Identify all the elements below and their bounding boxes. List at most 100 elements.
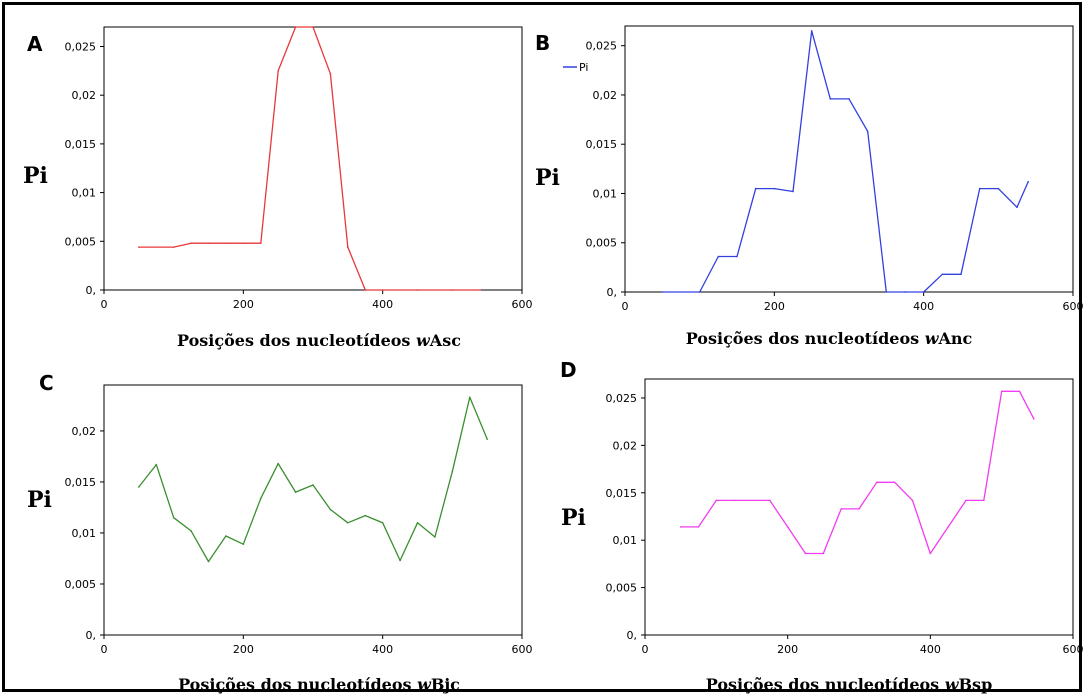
y-tick-label: 0,02 — [613, 439, 638, 452]
data-point — [1018, 390, 1021, 393]
data-point — [965, 499, 967, 502]
y-axis-label: Pi — [27, 487, 52, 513]
data-point — [698, 291, 701, 293]
panel-d: D Pi Posições dos nucleotídeos wBsp 0 200 400… — [560, 358, 1084, 694]
data-point — [751, 499, 753, 502]
y-tick-label: 0,005 — [65, 235, 97, 248]
data-point — [312, 484, 314, 486]
x-axis-label: Posições dos nucleotídeos wAsc — [177, 331, 461, 350]
plot-area — [103, 26, 523, 291]
data-point — [840, 508, 842, 510]
data-point — [960, 273, 962, 276]
data-point — [983, 499, 985, 502]
data-point — [277, 462, 279, 465]
data-point — [434, 536, 436, 538]
series-line — [662, 30, 1029, 293]
data-point — [792, 190, 794, 193]
data-point — [929, 552, 932, 555]
data-point — [329, 72, 332, 75]
data-point — [715, 499, 718, 502]
plot-area — [624, 25, 1074, 293]
y-tick-label: 0, — [607, 286, 618, 299]
y-tick-label: 0,005 — [65, 578, 97, 591]
data-point — [225, 535, 227, 537]
x-tick-label: 0 — [642, 643, 649, 656]
data-point — [1000, 390, 1003, 393]
data-point — [858, 508, 860, 510]
x-tick-label: 600 — [512, 298, 533, 311]
data-point — [786, 526, 789, 528]
data-point — [172, 246, 175, 248]
data-point — [736, 255, 738, 258]
panel-label: D — [560, 358, 577, 382]
data-point — [697, 526, 700, 528]
y-tick-label: 0,015 — [65, 138, 97, 151]
data-point — [810, 30, 813, 32]
data-point — [822, 552, 825, 555]
y-axis-label: Pi — [23, 163, 48, 189]
x-tick-label: 200 — [233, 643, 254, 656]
data-point — [312, 26, 314, 28]
y-tick-label: 0, — [86, 629, 97, 642]
plot-area — [103, 384, 523, 636]
y-tick-label: 0,015 — [586, 138, 618, 151]
panel-label: C — [39, 371, 54, 395]
data-point — [155, 463, 158, 466]
data-point — [242, 242, 245, 245]
data-point — [679, 526, 682, 528]
data-point — [922, 291, 925, 293]
x-tick-label: 0 — [622, 300, 629, 313]
data-point — [381, 289, 384, 291]
data-point — [259, 242, 262, 245]
data-point — [733, 499, 735, 502]
x-tick-label: 600 — [512, 643, 533, 656]
x-tick-label: 600 — [1063, 643, 1084, 656]
data-point — [773, 187, 776, 190]
data-point — [829, 98, 832, 100]
data-point — [242, 543, 245, 545]
data-point — [804, 552, 807, 555]
panel-a: A Pi Posições dos nucleotídeos wAsc 0 200 400… — [23, 26, 533, 350]
y-tick-label: 0,01 — [593, 187, 618, 200]
data-point — [941, 273, 944, 276]
x-tick-label: 400 — [920, 643, 941, 656]
data-point — [451, 470, 454, 473]
data-point — [225, 242, 227, 245]
data-point — [259, 497, 262, 500]
y-tick-label: 0,02 — [72, 89, 97, 102]
x-tick-label: 0 — [101, 298, 108, 311]
data-point — [347, 246, 349, 248]
data-point — [997, 187, 1000, 190]
data-point — [277, 70, 279, 72]
x-tick-label: 400 — [913, 300, 934, 313]
data-point — [190, 242, 192, 245]
data-point — [364, 289, 367, 291]
data-point — [911, 499, 914, 502]
x-tick-label: 400 — [372, 643, 393, 656]
y-tick-label: 0,015 — [606, 487, 638, 500]
y-tick-label: 0,025 — [65, 40, 97, 53]
data-point — [207, 242, 210, 245]
data-point — [848, 98, 850, 100]
panel-label: A — [27, 32, 43, 56]
x-axis-label: Posições dos nucleotídeos wBjc — [178, 675, 460, 694]
data-point — [347, 521, 349, 524]
data-point — [893, 481, 896, 484]
data-point — [138, 246, 140, 248]
x-tick-label: 400 — [372, 298, 393, 311]
y-tick-label: 0, — [627, 629, 638, 642]
data-point — [416, 289, 419, 291]
data-point — [754, 187, 757, 190]
data-point — [468, 396, 471, 399]
data-point — [451, 289, 454, 291]
panel-b: B Pi Posições dos nucleotídeos wAnc 0 200 400… — [535, 25, 1084, 348]
x-axis-label: Posições dos nucleotídeos wBsp — [706, 675, 993, 694]
series-line — [138, 26, 481, 291]
data-point — [717, 255, 720, 258]
y-tick-label: 0,02 — [593, 89, 618, 102]
y-tick-label: 0,025 — [586, 40, 618, 53]
data-point — [294, 491, 297, 493]
x-tick-label: 600 — [1063, 300, 1084, 313]
x-tick-label: 200 — [777, 643, 798, 656]
